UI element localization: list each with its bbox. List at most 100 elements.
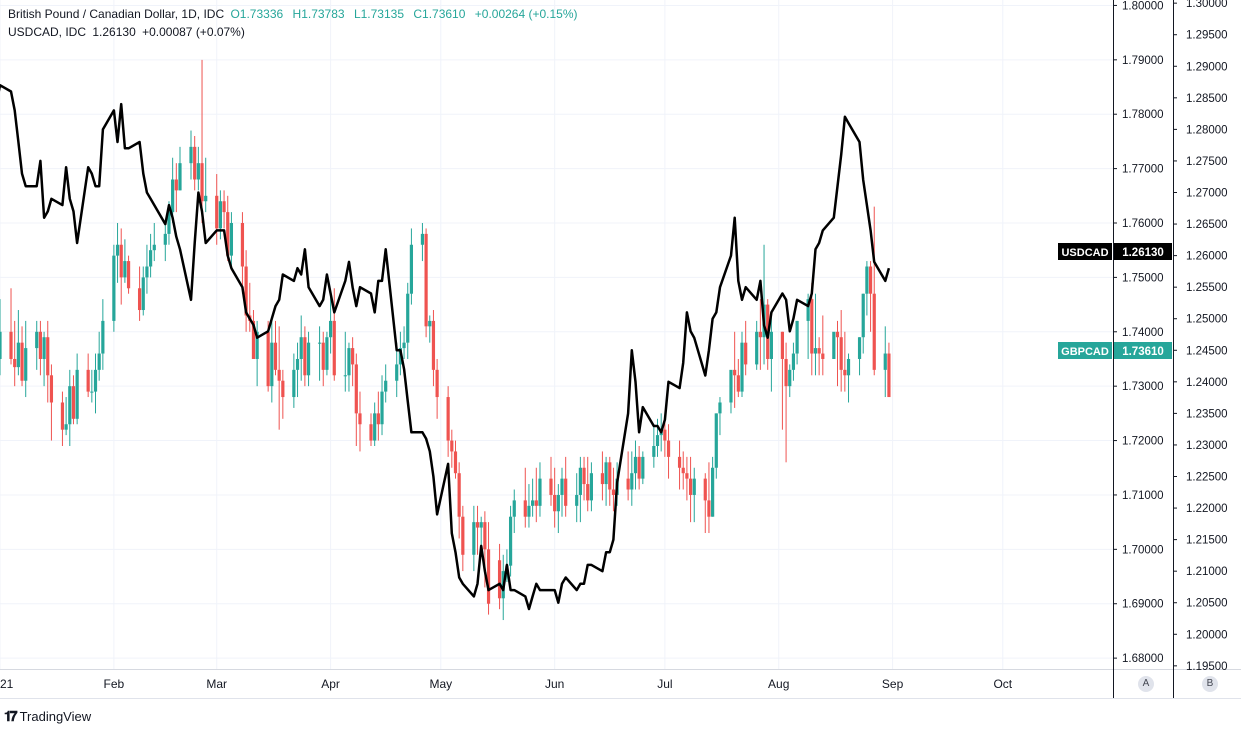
candle-body — [556, 494, 560, 512]
candle-body — [589, 473, 593, 501]
x-tick-label: Apr — [321, 677, 340, 691]
candle-body — [688, 478, 693, 495]
candle-body — [582, 467, 586, 485]
candle-body — [553, 494, 557, 512]
candle-body — [806, 299, 810, 321]
candle-body — [226, 212, 230, 256]
candle-body — [791, 353, 796, 370]
candle-body — [354, 364, 358, 414]
candle-body — [270, 342, 274, 387]
high-label: H — [292, 7, 302, 21]
candle-body — [255, 331, 259, 359]
series-name-tag-label: USDCAD — [1061, 247, 1108, 259]
x-tick-label: Aug — [768, 677, 789, 691]
candle-body — [358, 413, 362, 425]
candle-body — [64, 424, 68, 430]
candle-body — [420, 233, 425, 245]
candle-body — [86, 369, 90, 392]
candle-body — [145, 266, 149, 278]
series-name-tag-label: GBPCAD — [1061, 346, 1109, 358]
candle-body — [325, 337, 329, 370]
candle-body — [13, 358, 17, 368]
series-name-tag — [1058, 243, 1112, 260]
candle-body — [560, 478, 564, 495]
candle-body — [347, 348, 351, 376]
x-axis-ticks: 2021 Feb Mar Apr May Jun Jul Aug Sep Oct — [0, 677, 1013, 691]
candle-body — [843, 369, 847, 376]
left-tick-label: 1.73000 — [1122, 381, 1164, 393]
candle-body — [178, 163, 182, 191]
candle-body — [523, 500, 527, 517]
candle-body — [868, 266, 873, 294]
tradingview-brand[interactable]: 𝟏𝟕 TradingView — [4, 708, 91, 725]
right-tick-label: 1.22500 — [1186, 472, 1228, 484]
candle-body — [861, 293, 865, 338]
candle-body — [681, 467, 685, 474]
candle-body — [101, 320, 105, 354]
candle-body — [38, 331, 43, 359]
candle-body — [126, 261, 131, 289]
low-label: L — [353, 7, 361, 21]
candle-body — [486, 549, 491, 604]
candle-body — [457, 473, 461, 517]
scale-a-button[interactable]: A — [1138, 676, 1154, 692]
candle-body — [71, 386, 76, 419]
gbpcad-legend: British Pound / Canadian Dollar, 1D, IDC… — [8, 7, 581, 21]
right-tick-label: 1.30000 — [1186, 0, 1228, 10]
candle-body — [46, 337, 50, 376]
candle-body — [119, 244, 123, 278]
scale-b-button[interactable]: B — [1202, 676, 1218, 692]
tradingview-label: TradingView — [19, 709, 92, 724]
x-tick-label: May — [429, 677, 452, 691]
candle-body — [813, 348, 818, 354]
left-tick-label: 1.71000 — [1122, 490, 1164, 502]
candle-body — [306, 342, 311, 376]
candle-body — [586, 484, 590, 501]
candle-body — [218, 201, 222, 229]
x-tick-label: Oct — [993, 677, 1012, 691]
candle-body — [846, 358, 851, 376]
candle-body — [611, 489, 616, 495]
candle-body — [75, 369, 79, 419]
candle-body — [193, 146, 197, 180]
right-tick-label: 1.24000 — [1186, 377, 1228, 389]
left-tick-label: 1.78000 — [1122, 109, 1164, 121]
candle-body — [839, 337, 843, 370]
candle-body — [402, 342, 406, 349]
candle-body — [171, 179, 175, 213]
candle-body — [604, 462, 608, 485]
candle-body — [497, 560, 502, 599]
right-tick-label: 1.24500 — [1186, 345, 1228, 357]
candle-body — [93, 369, 98, 392]
right-tick-label: 1.28500 — [1186, 93, 1228, 105]
candle-body — [292, 369, 296, 398]
candle-body — [711, 467, 715, 517]
candle-body — [733, 369, 737, 376]
candle-body — [450, 440, 454, 452]
candle-body — [395, 364, 399, 381]
right-tick-label: 1.22000 — [1186, 503, 1228, 515]
series-value-tag — [1114, 243, 1172, 260]
right-tick-label: 1.26500 — [1186, 219, 1228, 231]
candle-body — [174, 179, 178, 191]
right-tick-label: 1.27000 — [1186, 187, 1228, 199]
last-price-tags: USDCAD 1.26130 GBPCAD 1.73610 — [1058, 243, 1172, 359]
candle-body — [97, 353, 101, 370]
gbpcad-candles — [0, 59, 891, 621]
close-value: 1.73610 — [422, 7, 466, 21]
candle-body — [608, 462, 612, 490]
candle-body — [446, 397, 450, 441]
axes — [0, 0, 1241, 699]
candle-body — [244, 266, 248, 316]
grid — [0, 0, 1113, 669]
right-tick-label: 1.25000 — [1186, 314, 1228, 326]
candle-body — [549, 478, 553, 495]
candle-body — [483, 522, 487, 550]
candle-body — [564, 478, 568, 506]
series-value-tag — [1114, 342, 1172, 359]
candle-body — [424, 233, 428, 327]
candle-body — [251, 320, 256, 359]
candle-body — [531, 500, 535, 506]
candle-body — [384, 380, 388, 392]
